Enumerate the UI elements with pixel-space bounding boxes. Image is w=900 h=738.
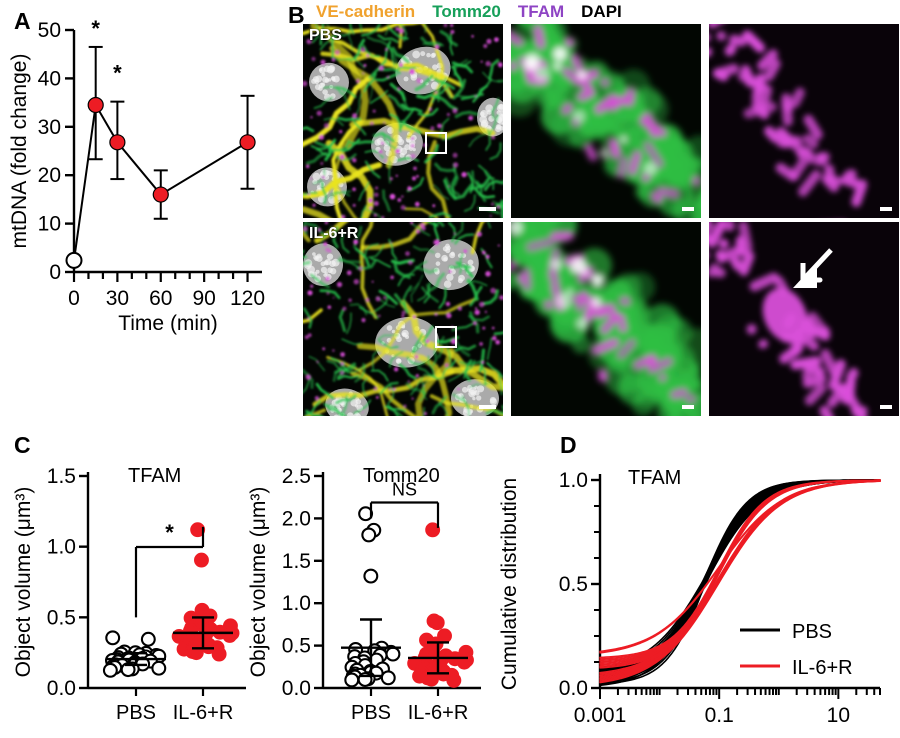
svg-text:1.5: 1.5 bbox=[282, 550, 311, 573]
svg-text:1.5: 1.5 bbox=[47, 465, 76, 488]
legend-label: PBS bbox=[792, 621, 832, 643]
panel-a-line-chart: 0 10 20 30 40 50 0 30 60 90 120 Time (min) mtDNA (fo… bbox=[4, 10, 274, 340]
scale-bar bbox=[682, 405, 694, 409]
legend-label: IL-6+R bbox=[792, 657, 853, 679]
svg-text:IL-6+R: IL-6+R bbox=[408, 702, 469, 724]
svg-text:*: * bbox=[165, 520, 174, 545]
channel-label-tomm20: Tomm20 bbox=[432, 2, 501, 22]
svg-text:PBS: PBS bbox=[116, 702, 156, 724]
svg-text:30: 30 bbox=[38, 116, 61, 139]
channel-label-tfam: TFAM bbox=[518, 2, 564, 22]
micrograph-il6r-zoom-merge bbox=[511, 222, 701, 416]
svg-text:NS: NS bbox=[392, 480, 417, 500]
svg-text:1.0: 1.0 bbox=[282, 592, 311, 615]
svg-text:Object volume (μm³): Object volume (μm³) bbox=[247, 487, 270, 678]
svg-text:10: 10 bbox=[827, 704, 850, 727]
svg-text:*: * bbox=[91, 16, 100, 41]
svg-text:Time (min): Time (min) bbox=[118, 312, 218, 335]
svg-text:0.5: 0.5 bbox=[47, 606, 76, 629]
micrograph-pbs-overview: PBS bbox=[303, 24, 503, 218]
svg-text:0.001: 0.001 bbox=[574, 704, 627, 727]
inset-selection-box bbox=[425, 132, 447, 154]
svg-text:0.0: 0.0 bbox=[47, 677, 76, 700]
scale-bar bbox=[682, 207, 694, 211]
svg-text:20: 20 bbox=[38, 164, 61, 187]
svg-text:120: 120 bbox=[230, 287, 265, 310]
scale-bar bbox=[479, 207, 496, 211]
svg-text:TFAM: TFAM bbox=[628, 467, 681, 489]
panel-b-channel-legend: VE-cadherin Tomm20 TFAM DAPI bbox=[316, 2, 622, 22]
svg-text:IL-6+R: IL-6+R bbox=[173, 702, 234, 724]
panel-d-cumulative-distribution-chart: 0.0 0.5 1.0 0.001 0.1 10 Cumulative distributi… bbox=[490, 438, 900, 738]
inset-selection-box bbox=[435, 326, 457, 348]
panel-c-tfam-scatter: 0.0 0.5 1.0 1.5 Object volume (μm³) TFAM PBS IL… bbox=[10, 438, 260, 738]
svg-text:0.0: 0.0 bbox=[282, 677, 311, 700]
svg-text:1.0: 1.0 bbox=[559, 469, 588, 492]
scale-bar bbox=[880, 207, 892, 211]
svg-text:*: * bbox=[113, 60, 122, 85]
svg-text:2.0: 2.0 bbox=[282, 507, 311, 530]
svg-text:0.1: 0.1 bbox=[705, 704, 734, 727]
cell-field-render bbox=[303, 222, 503, 416]
svg-text:Object volume (μm³): Object volume (μm³) bbox=[12, 487, 35, 678]
scale-bar bbox=[880, 405, 892, 409]
svg-text:Cumulative distribution: Cumulative distribution bbox=[498, 478, 521, 690]
svg-text:PBS: PBS bbox=[351, 702, 391, 724]
micrograph-il6r-overview: IL-6+R bbox=[303, 222, 503, 416]
svg-text:mtDNA (fold change): mtDNA (fold change) bbox=[8, 54, 31, 249]
svg-text:2.5: 2.5 bbox=[282, 465, 311, 488]
micrograph-pbs-zoom-tfam bbox=[709, 24, 899, 218]
svg-text:0: 0 bbox=[68, 287, 80, 310]
svg-text:10: 10 bbox=[38, 213, 61, 236]
micrograph-il6r-zoom-tfam bbox=[709, 222, 899, 416]
svg-text:TFAM: TFAM bbox=[128, 465, 181, 487]
svg-text:0: 0 bbox=[49, 261, 61, 284]
micrograph-label-pbs: PBS bbox=[309, 27, 342, 45]
scale-bar bbox=[479, 405, 496, 409]
svg-text:40: 40 bbox=[38, 67, 61, 90]
svg-text:90: 90 bbox=[192, 287, 215, 310]
micrograph-pbs-zoom-merge bbox=[511, 24, 701, 218]
panel-b-letter: B bbox=[288, 2, 304, 29]
tfam-field-render bbox=[709, 24, 899, 218]
channel-label-ve-cadherin: VE-cadherin bbox=[316, 2, 415, 22]
channel-label-dapi: DAPI bbox=[581, 2, 622, 22]
svg-text:50: 50 bbox=[38, 19, 61, 42]
svg-text:0.5: 0.5 bbox=[282, 635, 311, 658]
micrograph-label-il6r: IL-6+R bbox=[309, 225, 358, 243]
svg-text:1.0: 1.0 bbox=[47, 536, 76, 559]
svg-text:30: 30 bbox=[106, 287, 129, 310]
pointer-arrow-icon bbox=[787, 246, 837, 292]
zoom-field-render bbox=[511, 222, 701, 416]
zoom-field-render bbox=[511, 24, 701, 218]
svg-text:60: 60 bbox=[149, 287, 172, 310]
cell-field-render bbox=[303, 24, 503, 218]
svg-text:0.5: 0.5 bbox=[559, 573, 588, 596]
svg-text:0.0: 0.0 bbox=[559, 677, 588, 700]
